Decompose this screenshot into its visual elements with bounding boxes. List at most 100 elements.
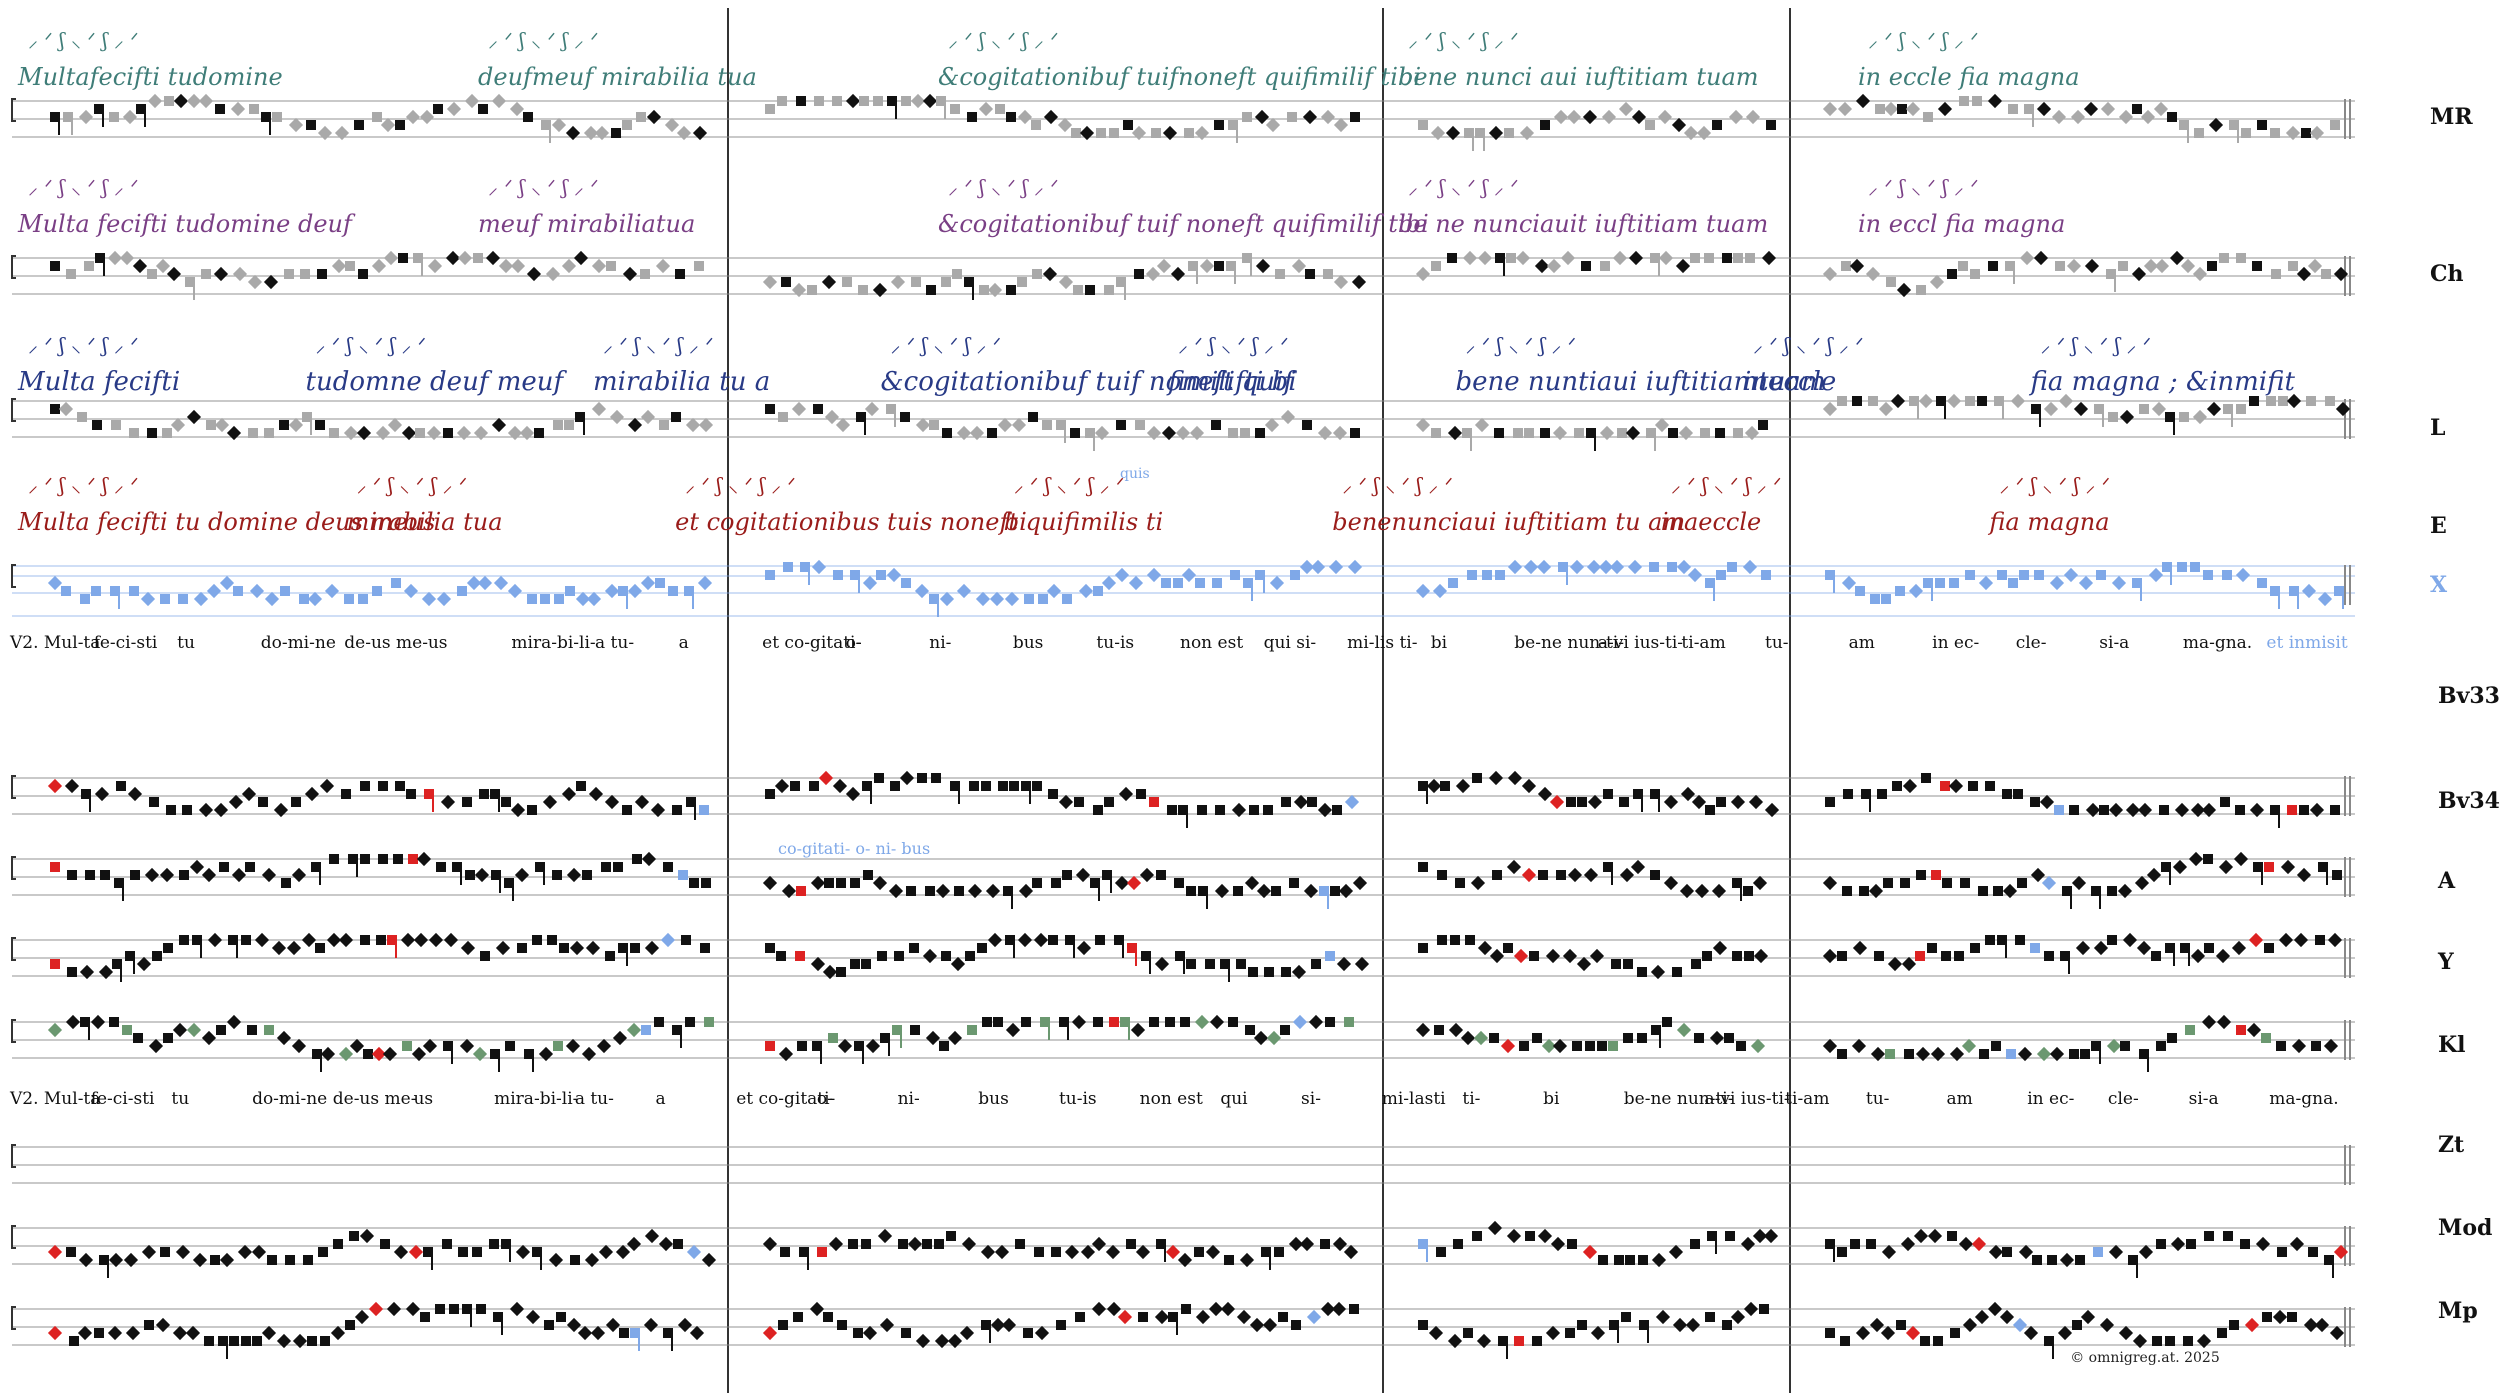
neume-square	[967, 1025, 977, 1035]
neume-square	[606, 261, 616, 271]
neume-square	[813, 404, 823, 414]
neume-rhombus	[1855, 93, 1871, 109]
neume-rhombus	[1905, 1325, 1921, 1341]
clef-icon	[11, 856, 16, 880]
neume-rhombus	[627, 583, 643, 599]
neume-square	[832, 96, 842, 106]
neume-rhombus	[186, 409, 202, 425]
neume-square	[166, 805, 176, 815]
neume-square	[565, 586, 575, 596]
clef-icon	[11, 98, 16, 122]
neume-square	[917, 773, 927, 783]
neume-square	[1716, 797, 1726, 807]
neume-square	[1042, 420, 1052, 430]
neume-square	[1109, 1017, 1119, 1027]
neume-rhombus	[2285, 125, 2301, 141]
neume-square	[443, 1041, 453, 1051]
neume-square	[2152, 1336, 2162, 1346]
source-label-ch: Ch	[2430, 261, 2464, 287]
neume-square	[329, 428, 339, 438]
lyric-syllable: fe-ci-sti	[94, 633, 158, 653]
lyric-syllable: ti-am	[1785, 1089, 1829, 1109]
neume-square	[465, 870, 475, 880]
neume-square	[556, 1312, 566, 1322]
neume-square	[2190, 562, 2200, 572]
neume-square	[901, 96, 911, 106]
neume-square	[2287, 805, 2297, 815]
neume-square	[402, 1041, 412, 1051]
lyric-syllable: bus	[978, 1089, 1009, 1109]
ms-neume-marks: ⸝ ᐟ ʃ ⸜ ᐟ ʃ ⸝ ᐟ	[1753, 333, 1864, 357]
neume-rhombus	[1654, 417, 1670, 433]
neume-rhombus	[2138, 1244, 2154, 1260]
neume-square	[2229, 120, 2239, 130]
neume-rhombus	[1079, 125, 1095, 141]
ms-text-segment: inaeccle	[1661, 508, 1761, 536]
lyric-syllable: tu-is	[1059, 1089, 1097, 1109]
neume-rhombus	[1672, 1317, 1688, 1333]
neume-square	[449, 1304, 459, 1314]
neume-square	[1625, 1255, 1635, 1265]
neume-rhombus	[1428, 1325, 1444, 1341]
neume-rhombus	[1214, 883, 1230, 899]
neume-rhombus	[288, 117, 304, 133]
neume-square	[424, 789, 434, 799]
neume-rhombus	[1091, 1236, 1107, 1252]
ms-text-segment: Multa fecifti tudomine deuf	[17, 210, 356, 238]
neume-square	[378, 854, 388, 864]
neume-rhombus	[1949, 1046, 1965, 1062]
neume-rhombus	[1918, 393, 1934, 409]
neume-square	[1181, 1304, 1191, 1314]
neume-rhombus	[2071, 875, 2087, 891]
neume-rhombus	[58, 401, 74, 417]
ms-neume-marks: ⸝ ᐟ ʃ ⸜ ᐟ ʃ ⸝ ᐟ	[1466, 333, 1577, 357]
neume-rhombus	[319, 778, 335, 794]
neume-square	[778, 1320, 788, 1330]
neume-square	[1248, 967, 1258, 977]
neume-square	[1005, 935, 1015, 945]
neume-rhombus	[1194, 1014, 1210, 1030]
neume-square	[2334, 586, 2344, 596]
neume-rhombus	[491, 93, 507, 109]
neume-square	[2276, 1041, 2286, 1051]
neume-square	[850, 878, 860, 888]
neume-square	[1598, 1255, 1608, 1265]
neume-square	[1156, 1239, 1166, 1249]
neume-square	[1712, 120, 1722, 130]
neume-square	[2185, 1025, 2195, 1035]
neume-square	[50, 261, 60, 271]
neume-rhombus	[1837, 101, 1853, 117]
neume-rhombus	[485, 250, 501, 266]
neume-rhombus	[326, 932, 342, 948]
neume-square	[63, 112, 73, 122]
neume-square	[979, 285, 989, 295]
neume-rhombus	[2017, 1046, 2033, 1062]
neume-rhombus	[514, 867, 530, 883]
neume-square	[1495, 570, 1505, 580]
neume-rhombus	[2108, 802, 2124, 818]
neume-rhombus	[1162, 125, 1178, 141]
neume-rhombus	[2078, 575, 2094, 591]
neume-rhombus	[591, 258, 607, 274]
neume-square	[66, 1247, 76, 1257]
neume-square	[129, 428, 139, 438]
neume-square	[2253, 862, 2263, 872]
neume-rhombus	[810, 875, 826, 891]
neume-rhombus	[1034, 1325, 1050, 1341]
neume-square	[977, 943, 987, 953]
neume-rhombus	[886, 567, 902, 583]
neume-rhombus	[334, 125, 350, 141]
neume-square	[1305, 269, 1315, 279]
neume-square	[2024, 104, 2034, 114]
neume-rhombus	[655, 258, 671, 274]
neume-square	[1271, 886, 1281, 896]
neume-square	[160, 594, 170, 604]
neume-square	[1074, 797, 1084, 807]
neume-rhombus	[371, 1046, 387, 1062]
neume-rhombus	[591, 401, 607, 417]
neume-square	[77, 412, 87, 422]
neume-square	[946, 1231, 956, 1241]
neume-rhombus	[241, 786, 257, 802]
neume-rhombus	[1587, 794, 1603, 810]
neume-square	[1071, 128, 1081, 138]
